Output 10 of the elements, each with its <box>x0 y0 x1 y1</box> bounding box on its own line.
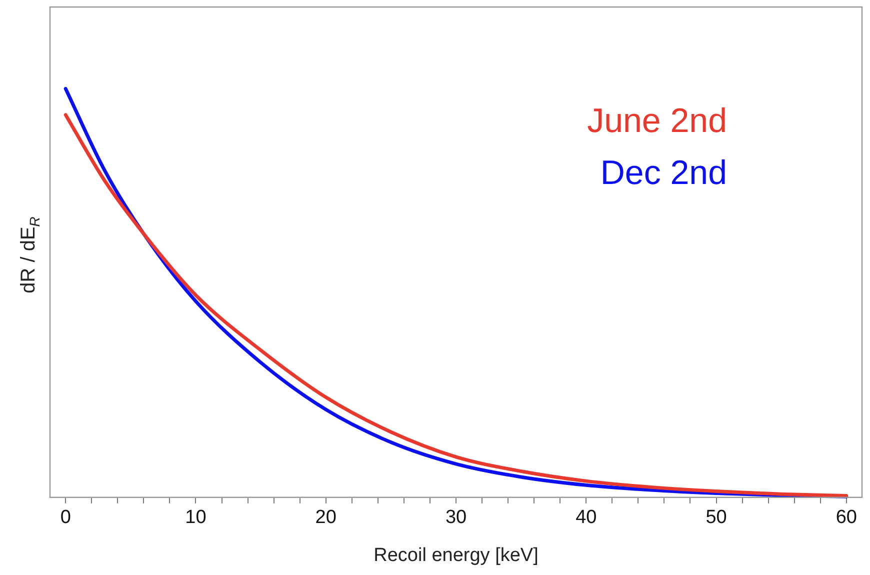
x-tick-label: 20 <box>315 507 336 528</box>
text: June 2nd <box>587 102 727 140</box>
x-tick-label: 10 <box>185 507 206 528</box>
x-tick-label: 50 <box>706 507 727 528</box>
x-tick-label: 60 <box>836 507 857 528</box>
text: Dec 2nd <box>600 154 727 192</box>
x-tick-label: 30 <box>445 507 467 528</box>
x-axis-title: Recoil energy [keV] <box>374 544 538 566</box>
x-tick-label: 40 <box>576 507 597 528</box>
x-tick-label: 0 <box>60 507 71 528</box>
